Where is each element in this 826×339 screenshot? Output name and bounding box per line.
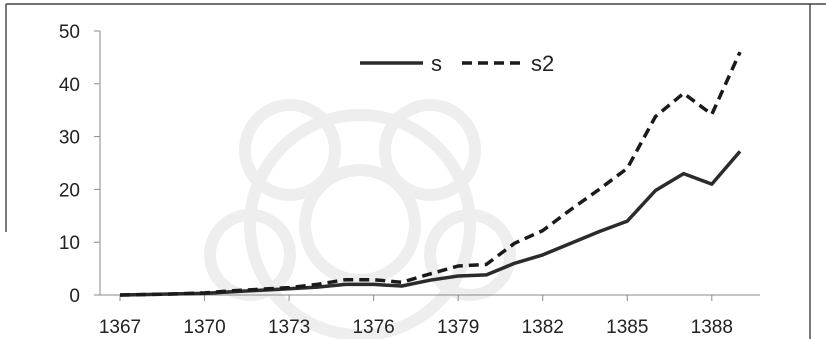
y-tick-label: 0 (69, 286, 80, 307)
watermark-emblem (204, 99, 516, 339)
x-tick-label: 1370 (183, 317, 225, 338)
x-tick-label: 1385 (606, 317, 648, 338)
y-axis: 0 10 20 30 40 50 (59, 22, 101, 307)
legend-label-s: s (431, 51, 442, 76)
x-tick-label: 1382 (522, 317, 564, 338)
y-tick-label: 20 (59, 180, 80, 201)
legend-label-s2: s2 (531, 51, 554, 76)
y-tick-label: 30 (59, 128, 80, 149)
y-tick-label: 40 (59, 75, 80, 96)
y-tick-label: 10 (59, 233, 80, 254)
x-tick-label: 1373 (268, 317, 310, 338)
x-axis: 1367 1370 1373 1376 1379 1382 1385 1388 (99, 294, 760, 338)
x-tick-label: 1367 (99, 317, 141, 338)
series-line-s2 (119, 51, 742, 297)
x-tick-label: 1376 (352, 317, 394, 338)
x-tick-label: 1388 (691, 317, 733, 338)
legend: s s2 (360, 51, 554, 76)
series-layer (119, 51, 742, 297)
x-tick-label: 1379 (437, 317, 479, 338)
y-tick-label: 50 (59, 22, 80, 43)
